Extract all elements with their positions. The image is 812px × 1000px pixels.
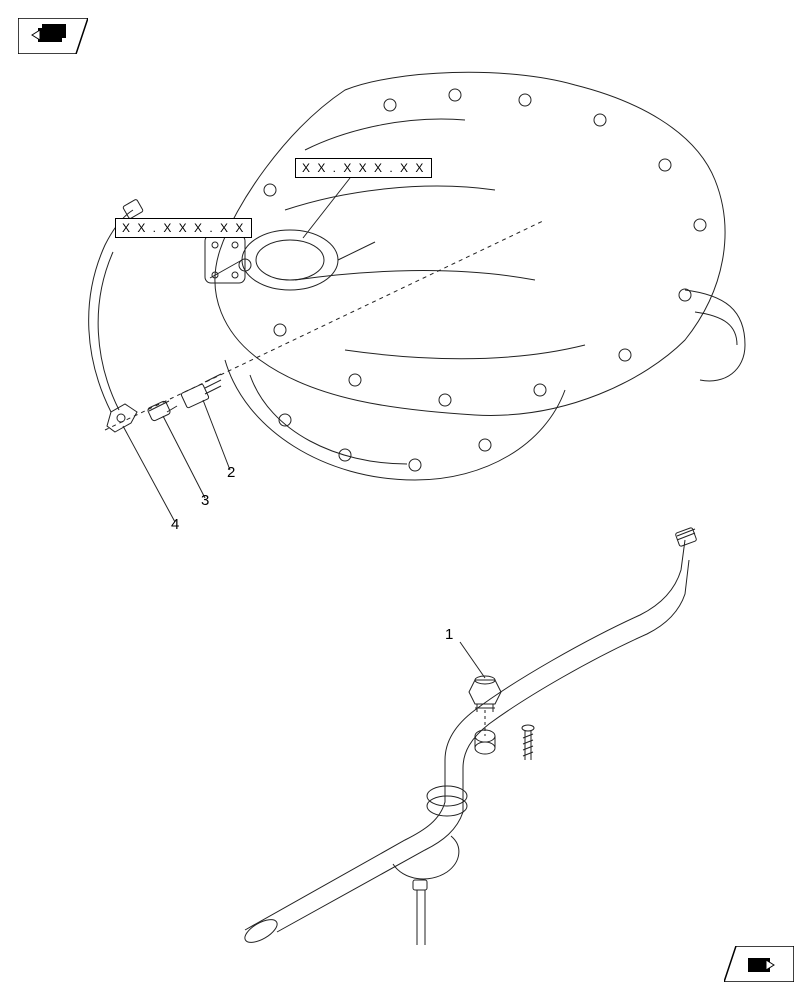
- bell-housing: [225, 360, 565, 480]
- valve-body: [205, 230, 375, 290]
- callout-2: 2: [227, 464, 235, 481]
- engine-line-art: [45, 60, 765, 950]
- next-page-icon: [724, 946, 794, 982]
- next-page-button[interactable]: [724, 946, 794, 982]
- leaders: [123, 400, 485, 678]
- assembly-axis: [105, 220, 545, 430]
- ref-label-a: X X . X X X . X X: [295, 158, 432, 178]
- callout-4: 4: [171, 516, 179, 533]
- fitting-3: [147, 400, 171, 421]
- prev-page-button[interactable]: [18, 18, 88, 54]
- fitting-4: [107, 404, 137, 432]
- callout-3: 3: [201, 492, 209, 509]
- exploded-view-diagram: X X . X X X . X X X X . X X X . X X 1 2 …: [45, 60, 765, 950]
- prev-page-icon: [18, 18, 88, 54]
- engine-block-outline: [215, 72, 745, 415]
- callout-1: 1: [445, 626, 453, 643]
- ref-label-b: X X . X X X . X X: [115, 218, 252, 238]
- fitting-2: [167, 374, 221, 412]
- lower-pipe: [241, 527, 696, 947]
